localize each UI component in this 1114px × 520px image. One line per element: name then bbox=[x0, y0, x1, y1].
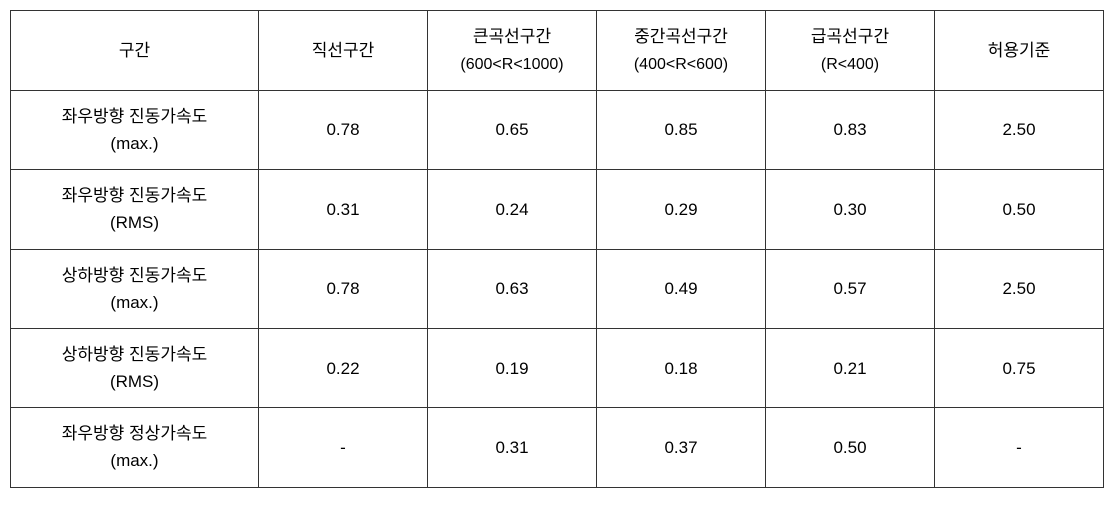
table-row: 상하방향 진동가속도 (max.) 0.78 0.63 0.49 0.57 2.… bbox=[11, 249, 1104, 328]
cell-sharp-curve: 0.21 bbox=[766, 328, 935, 407]
cell-straight: 0.22 bbox=[259, 328, 428, 407]
table-row: 좌우방향 정상가속도 (max.) - 0.31 0.37 0.50 - bbox=[11, 408, 1104, 487]
cell-mid-curve: 0.37 bbox=[597, 408, 766, 487]
header-mid-curve-title: 중간곡선구간 bbox=[634, 27, 728, 46]
table-row: 상하방향 진동가속도 (RMS) 0.22 0.19 0.18 0.21 0.7… bbox=[11, 328, 1104, 407]
row-label-line2: (max.) bbox=[110, 293, 158, 312]
cell-mid-curve: 0.85 bbox=[597, 90, 766, 169]
row-label: 좌우방향 정상가속도 (max.) bbox=[11, 408, 259, 487]
header-sharp-curve-range: (R<400) bbox=[821, 56, 879, 73]
cell-tolerance: 0.50 bbox=[935, 170, 1104, 249]
table-header-row: 구간 직선구간 큰곡선구간 (600<R<1000) 중간곡선구간 (400<R… bbox=[11, 11, 1104, 91]
cell-sharp-curve: 0.30 bbox=[766, 170, 935, 249]
row-label: 좌우방향 진동가속도 (RMS) bbox=[11, 170, 259, 249]
cell-mid-curve: 0.49 bbox=[597, 249, 766, 328]
header-large-curve: 큰곡선구간 (600<R<1000) bbox=[428, 11, 597, 91]
table-row: 좌우방향 진동가속도 (RMS) 0.31 0.24 0.29 0.30 0.5… bbox=[11, 170, 1104, 249]
header-large-curve-range: (600<R<1000) bbox=[460, 56, 563, 73]
header-mid-curve: 중간곡선구간 (400<R<600) bbox=[597, 11, 766, 91]
cell-mid-curve: 0.18 bbox=[597, 328, 766, 407]
row-label-line1: 상하방향 진동가속도 bbox=[62, 345, 207, 364]
row-label-line2: (RMS) bbox=[110, 213, 159, 232]
table-row: 좌우방향 진동가속도 (max.) 0.78 0.65 0.85 0.83 2.… bbox=[11, 90, 1104, 169]
cell-straight: 0.31 bbox=[259, 170, 428, 249]
header-large-curve-title: 큰곡선구간 bbox=[473, 27, 551, 46]
header-sharp-curve-title: 급곡선구간 bbox=[811, 27, 889, 46]
row-label-line1: 좌우방향 정상가속도 bbox=[62, 424, 207, 443]
cell-large-curve: 0.63 bbox=[428, 249, 597, 328]
cell-large-curve: 0.31 bbox=[428, 408, 597, 487]
row-label: 상하방향 진동가속도 (max.) bbox=[11, 249, 259, 328]
cell-tolerance: 2.50 bbox=[935, 249, 1104, 328]
header-section: 구간 bbox=[11, 11, 259, 91]
cell-large-curve: 0.19 bbox=[428, 328, 597, 407]
cell-mid-curve: 0.29 bbox=[597, 170, 766, 249]
cell-sharp-curve: 0.50 bbox=[766, 408, 935, 487]
header-straight: 직선구간 bbox=[259, 11, 428, 91]
cell-straight: 0.78 bbox=[259, 249, 428, 328]
row-label-line2: (max.) bbox=[110, 451, 158, 470]
cell-large-curve: 0.24 bbox=[428, 170, 597, 249]
row-label-line1: 좌우방향 진동가속도 bbox=[62, 186, 207, 205]
row-label-line1: 좌우방향 진동가속도 bbox=[62, 107, 207, 126]
row-label: 상하방향 진동가속도 (RMS) bbox=[11, 328, 259, 407]
header-sharp-curve: 급곡선구간 (R<400) bbox=[766, 11, 935, 91]
cell-straight: 0.78 bbox=[259, 90, 428, 169]
cell-sharp-curve: 0.83 bbox=[766, 90, 935, 169]
cell-straight: - bbox=[259, 408, 428, 487]
cell-tolerance: - bbox=[935, 408, 1104, 487]
row-label: 좌우방향 진동가속도 (max.) bbox=[11, 90, 259, 169]
cell-sharp-curve: 0.57 bbox=[766, 249, 935, 328]
cell-tolerance: 0.75 bbox=[935, 328, 1104, 407]
header-mid-curve-range: (400<R<600) bbox=[634, 56, 728, 73]
cell-tolerance: 2.50 bbox=[935, 90, 1104, 169]
header-tolerance: 허용기준 bbox=[935, 11, 1104, 91]
row-label-line2: (max.) bbox=[110, 134, 158, 153]
cell-large-curve: 0.65 bbox=[428, 90, 597, 169]
vibration-data-table: 구간 직선구간 큰곡선구간 (600<R<1000) 중간곡선구간 (400<R… bbox=[10, 10, 1104, 488]
row-label-line2: (RMS) bbox=[110, 372, 159, 391]
row-label-line1: 상하방향 진동가속도 bbox=[62, 266, 207, 285]
